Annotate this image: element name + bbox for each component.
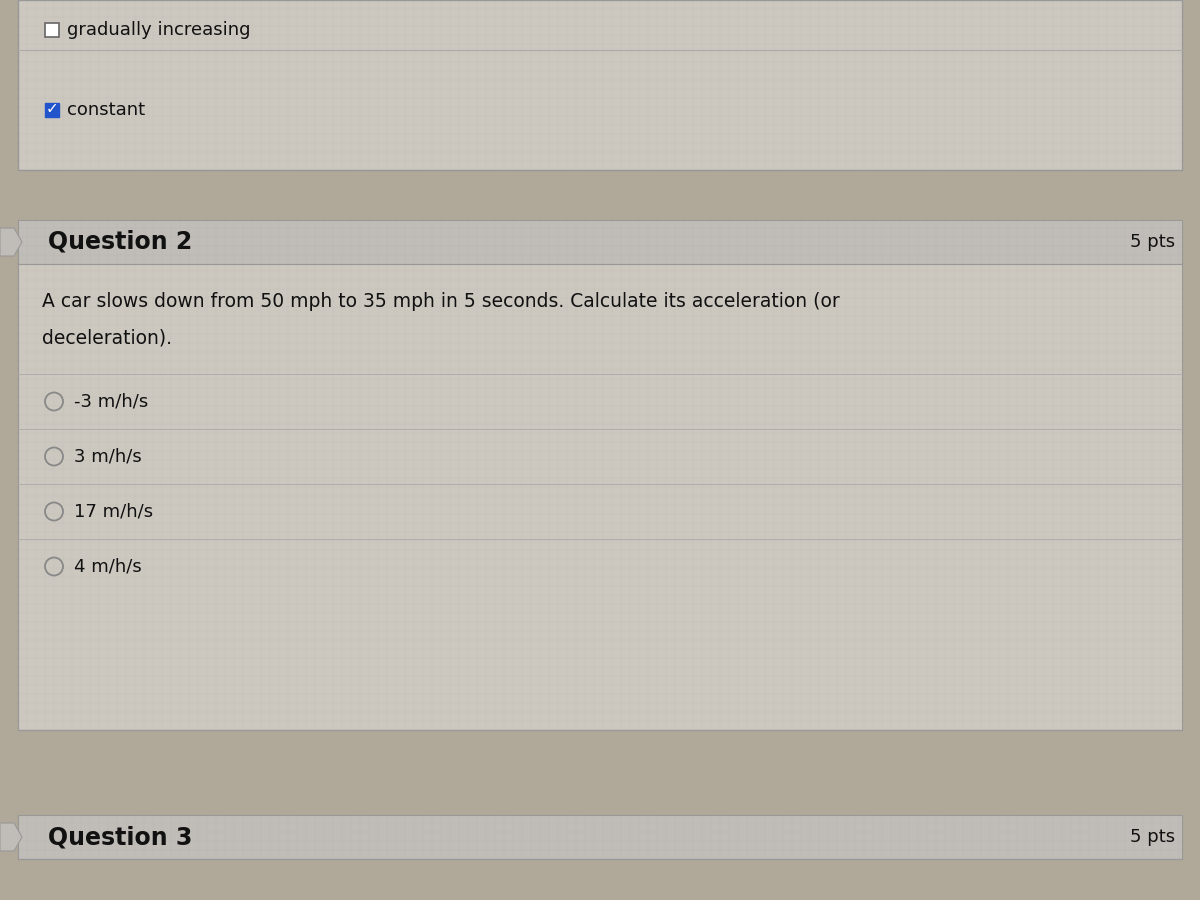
Bar — [46, 23, 59, 37]
FancyBboxPatch shape — [18, 264, 1182, 730]
Bar — [46, 103, 59, 117]
Text: deceleration).: deceleration). — [42, 329, 172, 348]
Text: ✓: ✓ — [46, 102, 59, 116]
FancyBboxPatch shape — [18, 815, 1182, 859]
Text: Question 3: Question 3 — [48, 825, 192, 849]
Text: 5 pts: 5 pts — [1130, 828, 1175, 846]
Text: 4 m/h/s: 4 m/h/s — [74, 557, 142, 575]
Text: Question 2: Question 2 — [48, 230, 192, 254]
Text: 5 pts: 5 pts — [1130, 233, 1175, 251]
Text: -3 m/h/s: -3 m/h/s — [74, 392, 149, 410]
FancyBboxPatch shape — [18, 220, 1182, 264]
Text: A car slows down from 50 mph to 35 mph in 5 seconds. Calculate its acceleration : A car slows down from 50 mph to 35 mph i… — [42, 292, 840, 311]
Text: 17 m/h/s: 17 m/h/s — [74, 502, 154, 520]
Text: constant: constant — [67, 101, 145, 119]
FancyBboxPatch shape — [18, 0, 1182, 170]
Text: 3 m/h/s: 3 m/h/s — [74, 447, 142, 465]
Polygon shape — [0, 228, 22, 256]
Polygon shape — [0, 823, 22, 851]
Text: gradually increasing: gradually increasing — [67, 21, 251, 39]
